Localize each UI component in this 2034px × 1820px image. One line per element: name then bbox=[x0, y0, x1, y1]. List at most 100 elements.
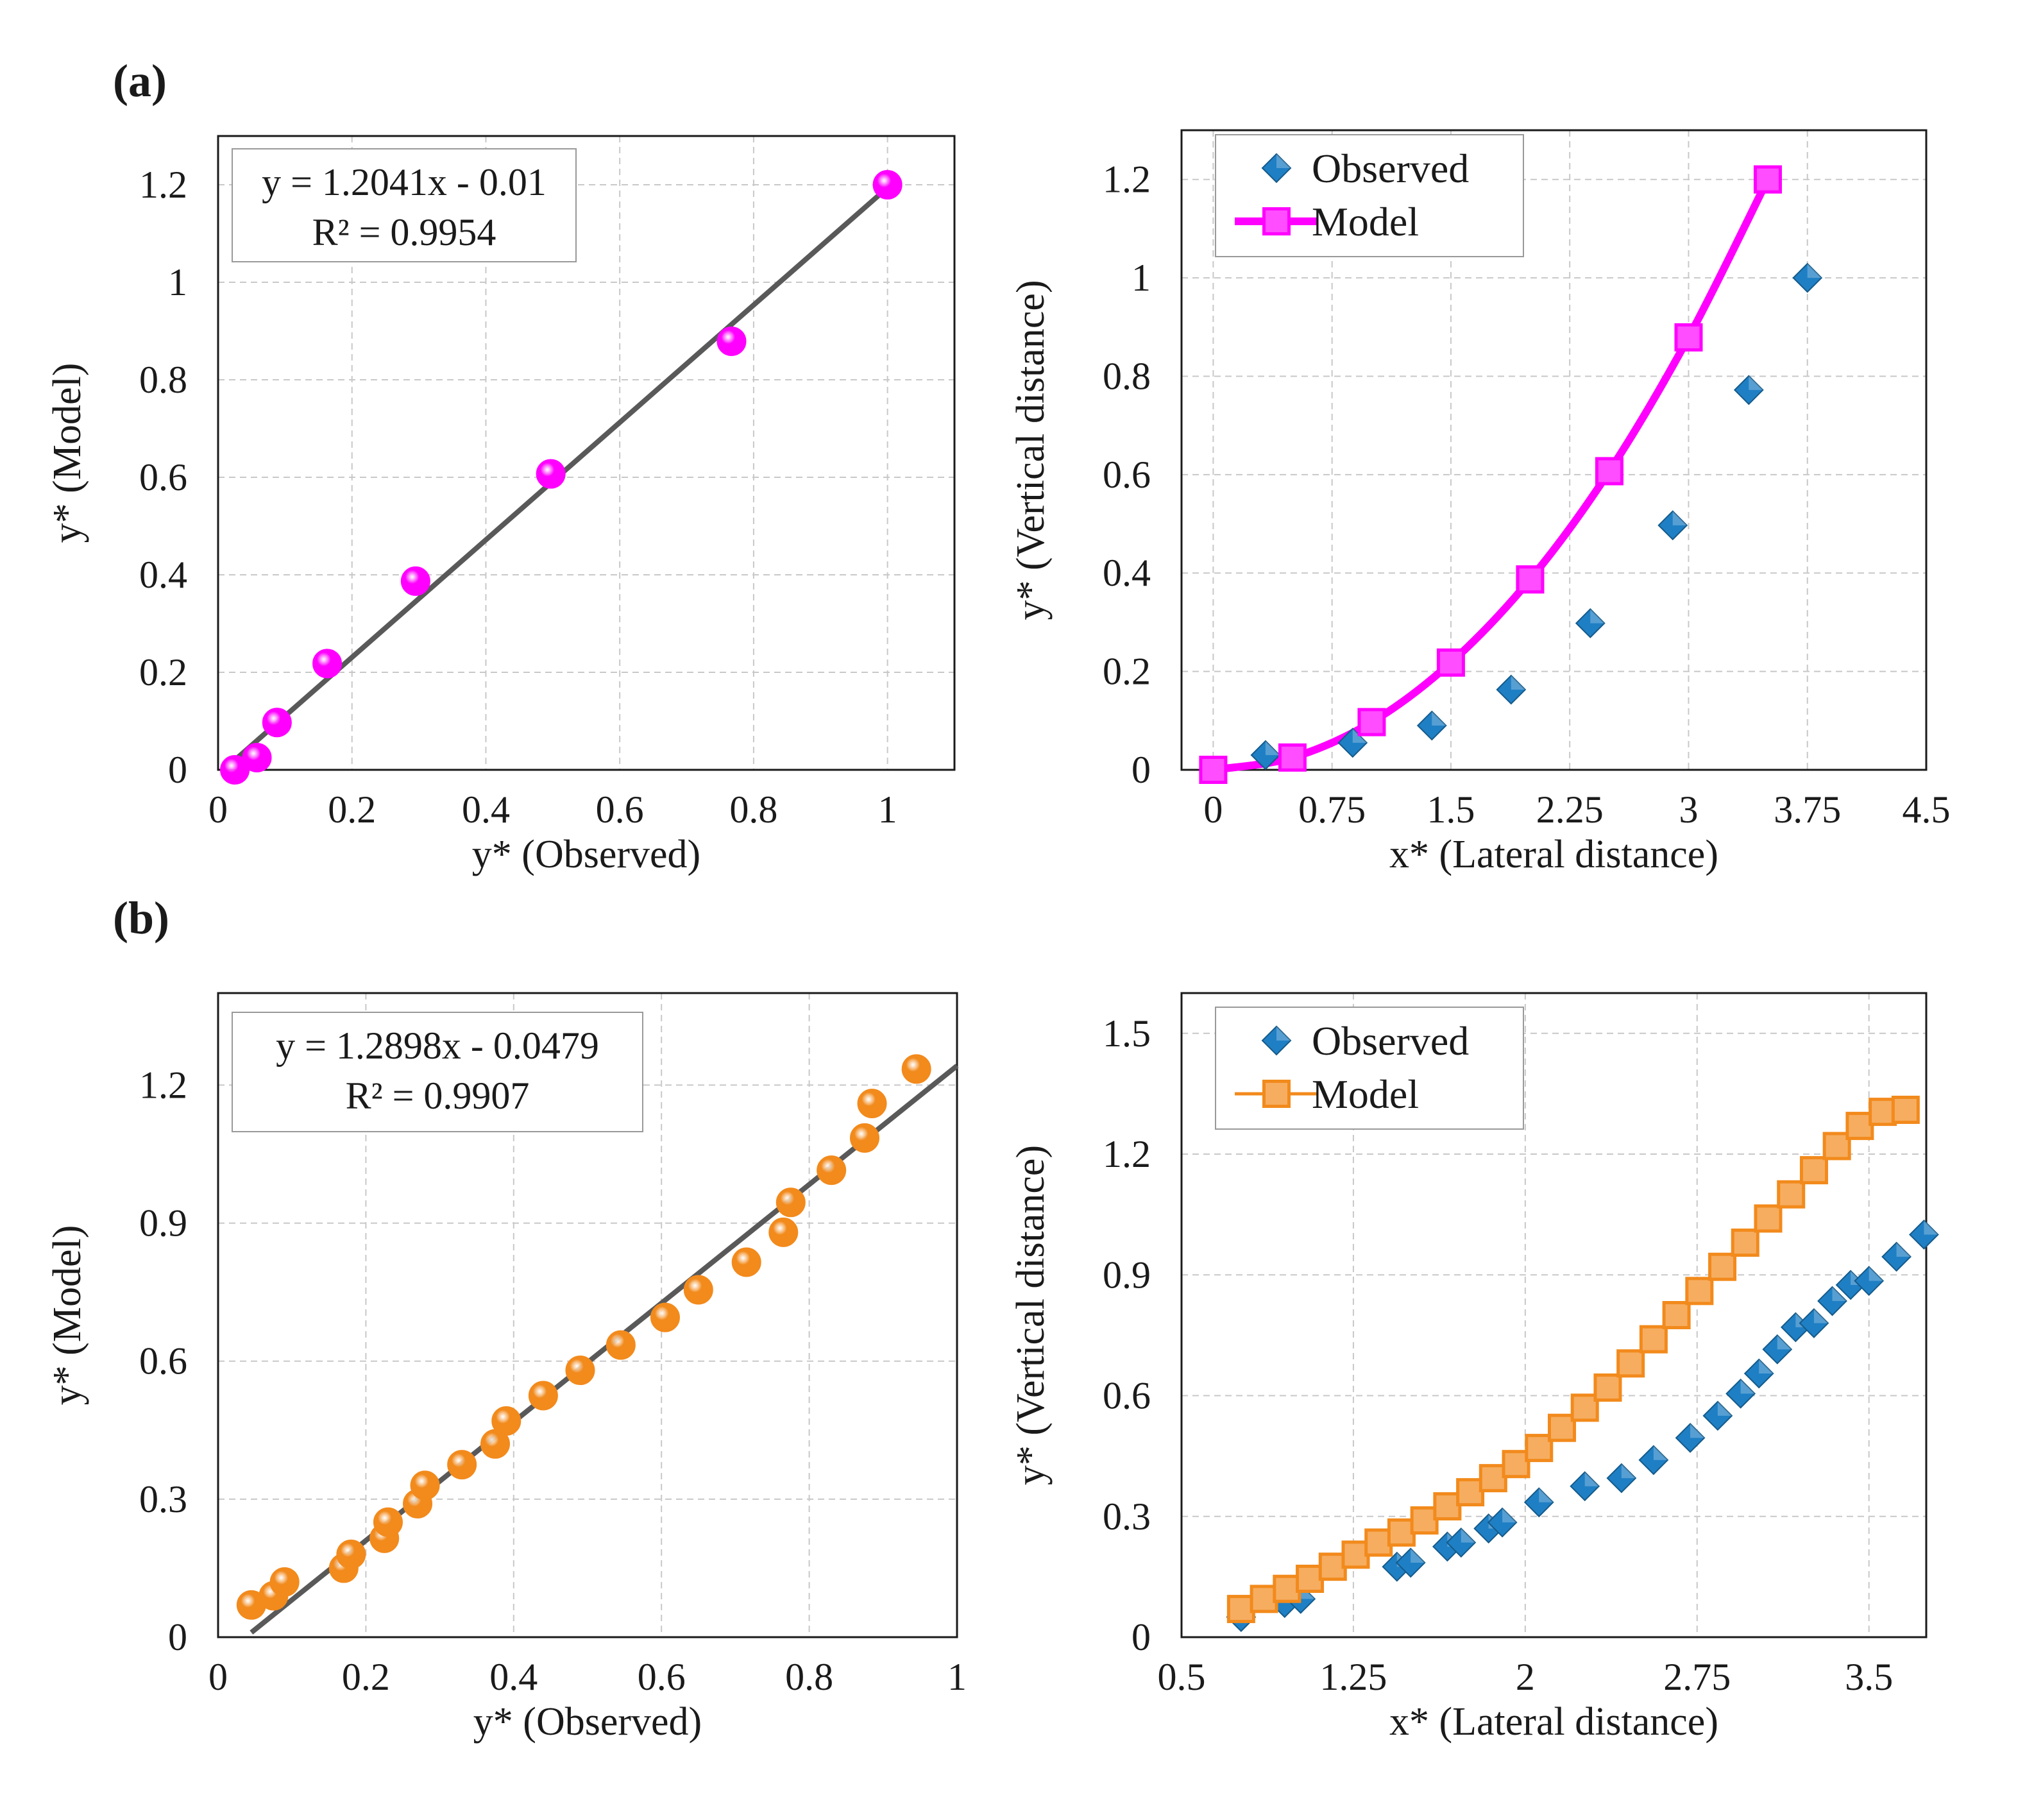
observed-point bbox=[1792, 262, 1823, 293]
x-axis-title: y* (Observed) bbox=[473, 1700, 702, 1744]
x-tick-label: 2.75 bbox=[1663, 1656, 1731, 1698]
legend-model-label: Model bbox=[1312, 199, 1419, 244]
y-tick-label: 0.8 bbox=[1103, 355, 1151, 397]
y-tick-label: 0 bbox=[1131, 1616, 1151, 1658]
data-point bbox=[373, 1507, 403, 1537]
x-tick-label: 2 bbox=[1516, 1656, 1535, 1698]
observed-point bbox=[1606, 1463, 1637, 1493]
legend-model-label: Model bbox=[1312, 1071, 1419, 1117]
observed-point bbox=[1725, 1378, 1756, 1409]
panel-label-a: (a) bbox=[113, 55, 167, 106]
x-tick-label: 0.6 bbox=[596, 788, 644, 831]
model-point bbox=[1708, 1252, 1737, 1281]
y-tick-label: 1.2 bbox=[139, 1064, 187, 1106]
model-point bbox=[1357, 708, 1386, 736]
y-tick-label: 0.6 bbox=[1103, 1375, 1151, 1417]
data-point bbox=[731, 1247, 761, 1277]
x-tick-label: 0.2 bbox=[342, 1656, 390, 1698]
x-tick-label: 1 bbox=[947, 1656, 967, 1698]
model-point bbox=[1199, 756, 1228, 784]
model-curve bbox=[1240, 1108, 1906, 1611]
panel-label-b: (b) bbox=[113, 892, 169, 944]
y-tick-label: 0.2 bbox=[1103, 651, 1151, 693]
data-point bbox=[336, 1539, 366, 1569]
y-axis-title: y* (Vertical distance) bbox=[1009, 280, 1053, 620]
legend-box bbox=[1215, 134, 1524, 257]
model-point bbox=[1436, 648, 1465, 677]
observed-point bbox=[1817, 1286, 1847, 1316]
model-point bbox=[1799, 1156, 1828, 1185]
observed-point bbox=[1575, 608, 1606, 638]
model-point bbox=[1595, 457, 1623, 486]
model-point bbox=[1685, 1277, 1714, 1305]
observed-point bbox=[1487, 1507, 1518, 1538]
x-tick-label: 0.8 bbox=[729, 788, 777, 831]
x-axis-title: y* (Observed) bbox=[472, 833, 700, 876]
y-tick-label: 0 bbox=[168, 1616, 187, 1658]
x-tick-label: 2.25 bbox=[1536, 788, 1604, 831]
data-point bbox=[716, 326, 747, 356]
observed-point bbox=[1702, 1400, 1733, 1431]
plot-frame bbox=[1180, 129, 1928, 771]
y-tick-label: 1.2 bbox=[1103, 158, 1151, 201]
r-squared-label: R² = 0.9907 bbox=[346, 1075, 530, 1117]
data-point bbox=[683, 1275, 713, 1305]
data-point bbox=[400, 566, 430, 596]
plot-frame bbox=[217, 992, 958, 1638]
x-axis-title: x* (Lateral distance) bbox=[1389, 833, 1718, 876]
y-tick-label: 0.6 bbox=[1103, 454, 1151, 496]
x-tick-label: 0.5 bbox=[1158, 1656, 1206, 1698]
data-point bbox=[491, 1406, 521, 1436]
data-point bbox=[872, 170, 903, 200]
observed-point bbox=[1657, 510, 1688, 541]
data-point bbox=[817, 1155, 847, 1186]
data-point bbox=[528, 1381, 558, 1411]
legend-model-icon bbox=[1262, 207, 1291, 235]
y-tick-label: 0.6 bbox=[139, 456, 187, 498]
x-tick-label: 1 bbox=[878, 788, 897, 831]
y-tick-label: 0.9 bbox=[139, 1202, 187, 1245]
y-tick-label: 0.8 bbox=[139, 359, 187, 401]
legend-observed-label: Observed bbox=[1312, 146, 1469, 191]
data-point bbox=[565, 1356, 595, 1386]
y-tick-label: 0.9 bbox=[1103, 1254, 1151, 1296]
chart-a-left: 0 0.2 0.4 0.6 0.8 1 0 0.2 0.4 0.6 0.8 1 1.2 y* (Obser… bbox=[46, 135, 956, 876]
model-point bbox=[1639, 1325, 1668, 1354]
y-tick-label: 1 bbox=[168, 261, 187, 303]
regression-equation: y = 1.2898x - 0.0479 bbox=[276, 1025, 599, 1067]
model-point bbox=[1754, 1204, 1783, 1233]
data-point bbox=[901, 1054, 931, 1084]
y-tick-label: 0 bbox=[168, 749, 187, 791]
observed-point bbox=[1570, 1471, 1600, 1502]
data-point bbox=[262, 708, 292, 738]
plot-frame bbox=[1180, 992, 1928, 1638]
data-point bbox=[312, 649, 343, 679]
data-point bbox=[650, 1302, 680, 1332]
x-tick-label: 3.75 bbox=[1774, 788, 1841, 831]
y-tick-label: 0.4 bbox=[139, 554, 187, 596]
observed-point bbox=[1675, 1422, 1706, 1453]
data-point bbox=[857, 1089, 887, 1119]
model-point bbox=[1891, 1095, 1920, 1124]
data-point bbox=[410, 1470, 440, 1501]
model-point bbox=[1822, 1132, 1851, 1161]
x-tick-label: 0 bbox=[208, 1656, 228, 1698]
x-tick-label: 0.2 bbox=[328, 788, 376, 831]
model-point bbox=[1516, 565, 1545, 594]
model-point bbox=[1753, 165, 1782, 194]
x-tick-label: 3 bbox=[1679, 788, 1698, 831]
equation-box bbox=[232, 1012, 643, 1132]
x-tick-label: 0.75 bbox=[1298, 788, 1366, 831]
model-point bbox=[1731, 1229, 1759, 1257]
observed-point bbox=[1762, 1334, 1793, 1365]
legend-observed-icon bbox=[1261, 153, 1292, 183]
y-axis-title: y* (Vertical distance) bbox=[1009, 1145, 1053, 1485]
chart-b-right: 0.5 1.25 2 2.75 3.5 0 0.3 0.6 0.9 1.2 1.5 x* (Later… bbox=[1009, 992, 1939, 1744]
observed-point bbox=[1799, 1308, 1829, 1338]
x-tick-label: 3.5 bbox=[1845, 1656, 1893, 1698]
observed-point bbox=[1733, 375, 1764, 405]
y-tick-label: 0.3 bbox=[1103, 1495, 1151, 1538]
chart-a-right: 0 0.75 1.5 2.25 3 3.75 4.5 0 0.2 0.4 0.6 0.8 1 1.2 x* … bbox=[1009, 129, 1951, 876]
data-point bbox=[269, 1567, 300, 1597]
y-tick-label: 1.5 bbox=[1103, 1012, 1151, 1055]
